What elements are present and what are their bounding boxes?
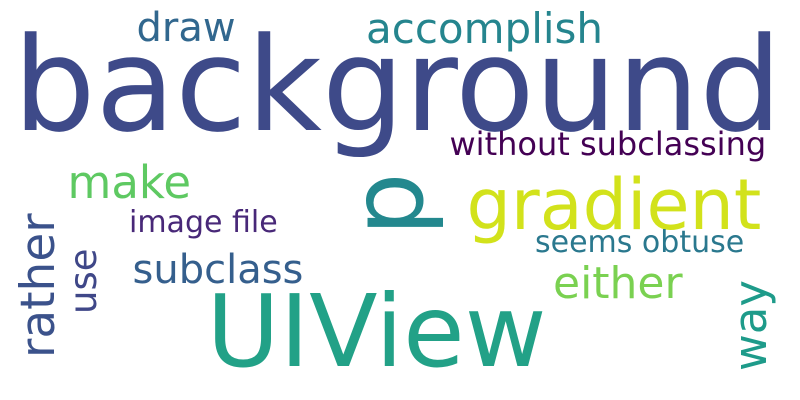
word-use: use [62,248,105,314]
word-p: p [329,172,446,236]
word-subclass: subclass [132,247,304,293]
word-seems-obtuse: seems obtuse [535,225,745,260]
word-either: either [553,258,683,309]
word-draw: draw [136,5,236,51]
word-make: make [67,156,192,209]
word-uiview: UIView [206,273,547,390]
word-image-file: image file [129,205,278,240]
word-without-subclassing: without subclassing [449,125,767,163]
word-way: way [724,279,777,371]
word-accomplish: accomplish [366,4,604,53]
word-background: background [13,9,782,161]
word-rather: rather [11,212,66,358]
word-gradient: gradient [466,164,762,246]
